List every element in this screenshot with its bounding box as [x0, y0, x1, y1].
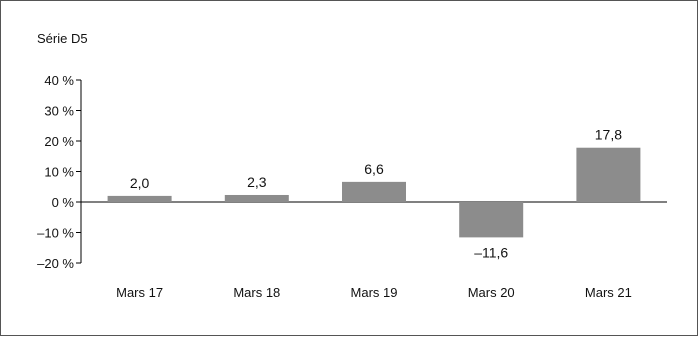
bar	[342, 181, 406, 202]
y-tick-label: 10 %	[44, 165, 74, 180]
data-label: 6,6	[364, 161, 384, 177]
data-label: 17,8	[595, 127, 622, 143]
y-tick-label: –10 %	[37, 226, 74, 241]
category-label: Mars 19	[351, 285, 398, 300]
chart-labels: 2,0 Mars 17 2,3 Mars 18 6,6 Mars 19 –11,6 Mars …	[116, 127, 632, 300]
bar	[459, 202, 524, 238]
series-label: Série D5	[37, 31, 88, 46]
data-label: 2,3	[247, 174, 267, 190]
bar	[224, 194, 289, 202]
data-label: –11,6	[474, 244, 508, 260]
bar	[107, 195, 172, 202]
category-label: Mars 21	[585, 285, 632, 300]
chart-axes: 40 % 30 % 20 % 10 % 0 % –10 % –20 %	[37, 73, 667, 271]
y-tick-label: 40 %	[44, 73, 74, 88]
bar	[576, 147, 641, 202]
y-tick-label: –20 %	[37, 256, 74, 271]
category-label: Mars 18	[233, 285, 280, 300]
y-tick-label: 0 %	[52, 195, 75, 210]
y-tick-label: 30 %	[44, 104, 74, 119]
category-label: Mars 20	[468, 285, 515, 300]
chart-bars	[107, 147, 641, 238]
y-tick-label: 20 %	[44, 134, 74, 149]
data-label: 2,0	[130, 175, 150, 191]
category-label: Mars 17	[116, 285, 163, 300]
